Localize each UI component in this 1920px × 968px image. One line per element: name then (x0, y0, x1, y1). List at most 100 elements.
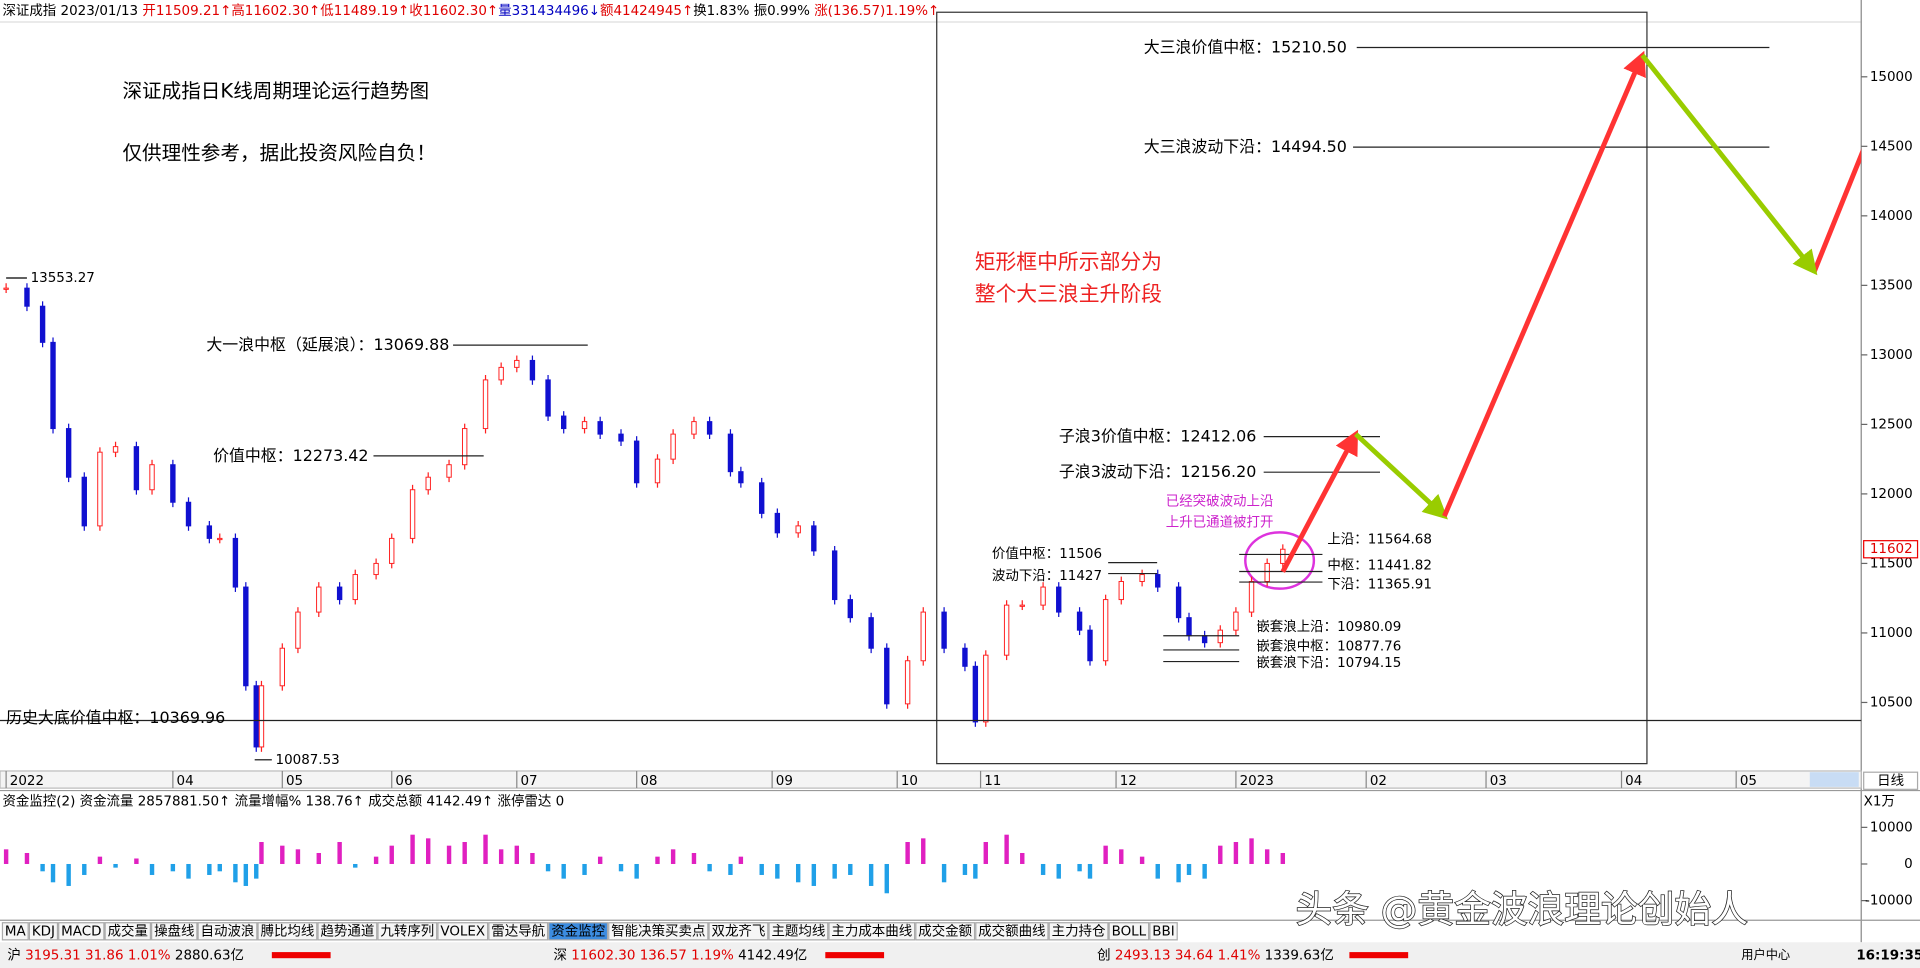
tab[interactable] (608, 922, 709, 941)
status-field: 34.64 (1175, 949, 1214, 964)
tab[interactable] (1048, 922, 1109, 941)
x-tick-label: 05 (1740, 774, 1757, 789)
x-tick-label: 02 (1370, 774, 1387, 789)
projection-arrow (1354, 432, 1448, 520)
candle (1056, 586, 1062, 613)
candle (170, 464, 176, 503)
level-value: 10877.76 (1337, 639, 1401, 654)
candle (446, 464, 452, 478)
tab-label[interactable]: 趋势通道 (320, 923, 374, 939)
tab-label[interactable]: MACD (61, 924, 101, 939)
level-name: 大三浪波动下沿： (1144, 137, 1271, 156)
tab[interactable] (915, 922, 976, 941)
projection-arrow (1812, 148, 1862, 273)
tab[interactable] (437, 922, 489, 941)
candle (581, 421, 588, 430)
flow-bar (353, 863, 358, 868)
level-value: 12156.20 (1180, 462, 1256, 481)
status-field: 3195.31 (25, 949, 81, 964)
flow-bar (1004, 834, 1009, 864)
tab-label[interactable]: 九转序列 (380, 923, 434, 939)
tab-label[interactable]: 主力成本曲线 (831, 923, 912, 939)
tab-label[interactable]: KDJ (32, 924, 55, 939)
level-value: 10794.15 (1337, 656, 1401, 671)
tab[interactable] (1108, 922, 1150, 941)
level-value: 10980.09 (1337, 620, 1401, 635)
level-label: 嵌套浪下沿：10794.15 (1256, 655, 1401, 671)
tab-label[interactable]: 成交量 (108, 922, 148, 939)
tab[interactable] (28, 922, 59, 941)
level-label: 下沿：11365.91 (1327, 577, 1432, 593)
period-label[interactable]: 日线 (1877, 773, 1904, 789)
tab[interactable] (975, 922, 1049, 941)
flow-bar (941, 863, 947, 883)
status-meter (825, 952, 885, 959)
status-field: 31.86 (85, 949, 124, 964)
tab-label[interactable]: 资金监控 (551, 923, 605, 939)
tab-label[interactable]: 成交额曲线 (978, 922, 1045, 939)
tab-label[interactable]: VOLEX (440, 924, 485, 939)
period-button[interactable] (1863, 771, 1919, 790)
tab[interactable] (708, 922, 769, 941)
status-field: 1339.63亿 (1265, 948, 1334, 964)
tab[interactable] (768, 922, 829, 941)
level-name: 波动下沿： (992, 568, 1059, 584)
level-value: 14494.50 (1271, 137, 1347, 156)
scroll-thumb[interactable] (1809, 772, 1859, 787)
candle (1233, 611, 1239, 631)
tab-label[interactable]: 雷达导航 (491, 923, 545, 939)
x-tick-label: 03 (1490, 774, 1507, 789)
tab[interactable] (548, 922, 609, 941)
tab[interactable] (1, 922, 29, 941)
header-field: 量331434496↓ (498, 3, 600, 19)
y-tick-label: 15000 (1870, 70, 1913, 85)
tab[interactable] (151, 922, 198, 941)
tab-label[interactable]: 膊比均线 (261, 922, 315, 939)
tab-label[interactable]: 操盘线 (154, 922, 194, 939)
flow-bar (243, 863, 249, 886)
tab[interactable] (488, 922, 549, 941)
level-name: 上沿： (1327, 532, 1367, 548)
level-name: 下沿： (1327, 577, 1367, 593)
indicator-field: 2857881.50↑ (138, 795, 231, 810)
tab[interactable] (317, 922, 378, 941)
tab-label[interactable]: 智能决策买卖点 (611, 922, 705, 939)
tab-label[interactable]: BBI (1152, 924, 1174, 939)
tab[interactable] (828, 922, 916, 941)
tab[interactable] (257, 922, 318, 941)
candle (597, 421, 603, 435)
tab-label[interactable]: 主题均线 (771, 923, 825, 939)
indicator-header: 资金监控(2) 资金流量 2857881.50↑ 流量增幅% 138.76↑ 成… (2, 793, 564, 810)
tab-label[interactable]: MA (5, 924, 27, 939)
tab[interactable] (1149, 922, 1178, 941)
user-center[interactable]: 用户中心 (1741, 947, 1790, 962)
flow-bar (530, 852, 535, 864)
candle (868, 617, 874, 649)
candle (884, 647, 890, 705)
tab[interactable] (58, 922, 105, 941)
tab-label[interactable]: 主力持仓 (1052, 923, 1106, 939)
chart-title: 深证成指日K线周期理论运行趋势图 (122, 79, 429, 102)
stage-box (936, 11, 1648, 765)
header-field: 涨(136.57)1.19%↑ (814, 3, 939, 19)
level-name: 嵌套浪中枢： (1256, 638, 1337, 654)
tab[interactable] (104, 922, 152, 941)
tab-label[interactable]: 双龙齐飞 (712, 923, 766, 939)
status-field: 1.01% (128, 949, 171, 964)
y-tick-label: 13000 (1870, 348, 1913, 363)
tab-label[interactable]: 成交金额 (918, 922, 972, 939)
flow-bar (97, 856, 103, 864)
tab-label[interactable]: BOLL (1112, 924, 1147, 939)
tab[interactable] (377, 922, 438, 941)
level-name: 历史大底价值中枢： (6, 708, 149, 727)
candle (1280, 548, 1286, 564)
indicator-field: 138.76↑ (306, 795, 364, 810)
x-tick-label: 12 (1120, 774, 1137, 789)
candle (258, 685, 265, 748)
tab[interactable] (197, 922, 258, 941)
tab-label[interactable]: 自动波浪 (201, 923, 255, 939)
flow-bar (707, 863, 712, 872)
candle (1139, 574, 1145, 582)
flow-bar (149, 863, 155, 875)
